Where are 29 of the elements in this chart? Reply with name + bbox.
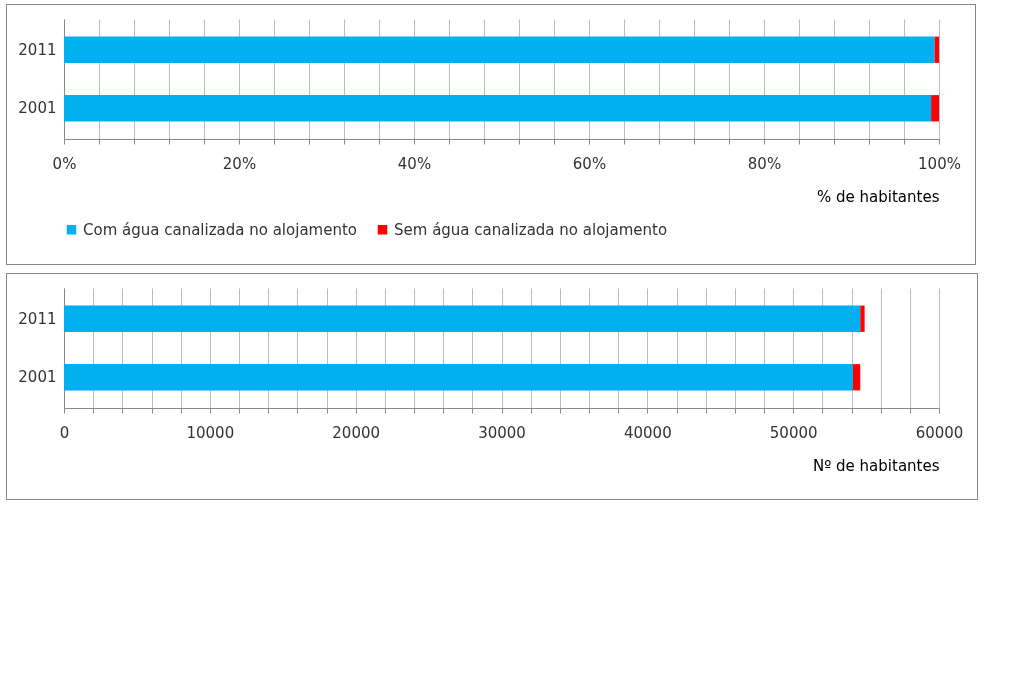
x-tick-label: 40% bbox=[397, 154, 432, 173]
x-tick-label: 40000 bbox=[623, 423, 672, 442]
x-tick-label: 10000 bbox=[186, 423, 235, 442]
bar bbox=[64, 305, 861, 332]
bar bbox=[860, 305, 865, 332]
bar bbox=[64, 95, 932, 122]
y-tick-label: 2011 bbox=[18, 309, 57, 328]
x-axis-title: Nº de habitantes bbox=[813, 456, 940, 475]
x-tick-label: 100% bbox=[918, 154, 961, 173]
x-tick-label: 0% bbox=[52, 154, 77, 173]
x-tick-label: 0 bbox=[59, 423, 70, 442]
bar bbox=[852, 364, 861, 391]
y-tick-label: 2011 bbox=[18, 40, 57, 59]
y-tick-label: 2001 bbox=[18, 99, 57, 118]
x-tick-label: 80% bbox=[747, 154, 782, 173]
x-tick-label: 60000 bbox=[915, 423, 964, 442]
bar bbox=[934, 36, 939, 63]
bar bbox=[931, 95, 939, 122]
x-tick-label: 20000 bbox=[332, 423, 381, 442]
legend-label: Sem água canalizada no alojamento bbox=[394, 220, 668, 239]
x-tick-label: 30000 bbox=[478, 423, 526, 442]
bar bbox=[64, 36, 935, 63]
x-tick-label: 50000 bbox=[769, 423, 818, 442]
y-tick-label: 2001 bbox=[18, 368, 57, 387]
legend-label: Com água canalizada no alojamento bbox=[83, 220, 357, 239]
bar bbox=[64, 364, 853, 391]
x-tick-label: 60% bbox=[572, 154, 607, 173]
x-axis-title: % de habitantes bbox=[817, 187, 940, 206]
x-tick-label: 20% bbox=[222, 154, 257, 173]
